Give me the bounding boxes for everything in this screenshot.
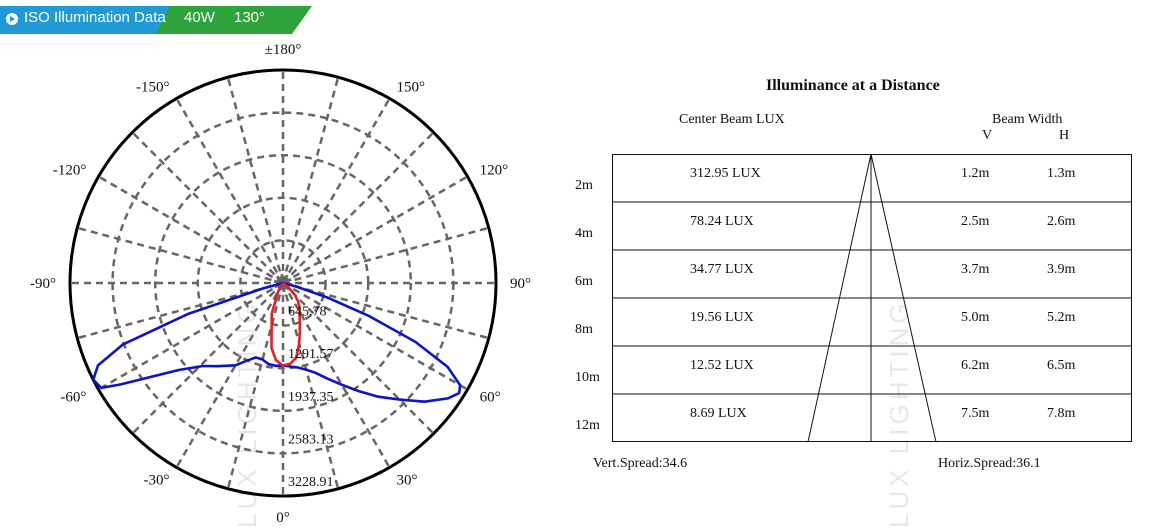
row-distance: 2m — [575, 178, 593, 193]
angle-label: 90° — [510, 276, 531, 292]
radial-label: 3228.91 — [288, 475, 334, 490]
row-center-lux: 78.24 LUX — [690, 214, 754, 229]
angle-label: 30° — [397, 473, 418, 489]
angle-label: -150° — [136, 79, 170, 95]
grid-spoke — [282, 281, 469, 391]
row-distance: 12m — [575, 418, 600, 433]
row-center-lux: 34.77 LUX — [690, 262, 754, 277]
angle-label: 0° — [276, 510, 290, 526]
grid-circle — [153, 153, 413, 413]
grid-circle-center — [274, 274, 292, 292]
radial-label: 1937.35 — [288, 390, 334, 405]
radial-label: 1291.57 — [288, 347, 334, 362]
row-distance: 8m — [575, 322, 593, 337]
series-curve-1 — [270, 282, 302, 367]
chevron-right-icon — [10, 16, 15, 22]
radial-label: 2583.13 — [288, 432, 334, 447]
header-banner: ISO Illumination Data 40W 130° — [0, 0, 312, 34]
row-distance: 10m — [575, 370, 600, 385]
header-title: ISO Illumination Data — [24, 9, 166, 26]
row-beam-v: 3.7m — [961, 262, 990, 277]
grid-spoke — [97, 175, 284, 285]
h-header: H — [1059, 128, 1070, 143]
angle-label: -60° — [60, 390, 86, 406]
row-center-lux: 8.69 LUX — [690, 406, 747, 421]
polar-chart: 645.78 1291.57 1937.35 2583.13 3228.91 ±180° -… — [30, 42, 531, 526]
table-title: Illuminance at a Distance — [766, 77, 940, 94]
vert-spread: Vert.Spread:34.6 — [593, 456, 688, 471]
grid-spoke — [281, 97, 391, 284]
v-header: V — [982, 128, 993, 143]
row-beam-h: 5.2m — [1047, 310, 1076, 325]
row-beam-v: 7.5m — [961, 406, 990, 421]
header-wattage: 40W — [184, 9, 215, 26]
angle-label: 150° — [397, 79, 426, 95]
row-beam-h: 6.5m — [1047, 358, 1076, 373]
row-center-lux: 19.56 LUX — [690, 310, 754, 325]
row-beam-v: 2.5m — [961, 214, 990, 229]
grid-spoke — [76, 226, 284, 285]
beam-width-header: Beam Width — [992, 112, 1063, 127]
grid-spoke — [97, 281, 284, 391]
row-beam-v: 6.2m — [961, 358, 990, 373]
radial-label: 645.78 — [288, 305, 327, 320]
angle-label: 120° — [480, 163, 509, 179]
beam-edge-left — [807, 154, 872, 443]
grid-spoke — [282, 226, 490, 285]
center-beam-header: Center Beam LUX — [679, 112, 785, 127]
row-center-lux: 12.52 LUX — [690, 358, 754, 373]
row-distance: 4m — [575, 226, 593, 241]
grid-spoke — [175, 97, 285, 284]
row-center-lux: 312.95 LUX — [690, 166, 761, 181]
series-curve-0 — [92, 281, 462, 403]
row-distance: 6m — [575, 274, 593, 289]
row-beam-v: 5.0m — [961, 310, 990, 325]
outer-circle — [68, 68, 498, 498]
grid-spoke — [282, 175, 469, 285]
angle-label: ±180° — [265, 42, 302, 58]
angle-label: -90° — [30, 276, 56, 292]
angle-label: -120° — [53, 163, 87, 179]
row-beam-h: 3.9m — [1047, 262, 1076, 277]
grid-spoke — [175, 282, 285, 469]
illuminance-table-grid — [612, 154, 1132, 443]
angle-label: -30° — [144, 473, 170, 489]
banner-shape — [0, 6, 312, 34]
row-beam-h: 2.6m — [1047, 214, 1076, 229]
angle-label: 60° — [480, 390, 501, 406]
horiz-spread: Horiz.Spread:36.1 — [938, 456, 1041, 471]
row-beam-v: 1.2m — [961, 166, 990, 181]
header-beam-angle: 130° — [234, 9, 266, 26]
row-beam-h: 7.8m — [1047, 406, 1076, 421]
beam-edge-right — [870, 154, 937, 443]
row-beam-h: 1.3m — [1047, 166, 1076, 181]
